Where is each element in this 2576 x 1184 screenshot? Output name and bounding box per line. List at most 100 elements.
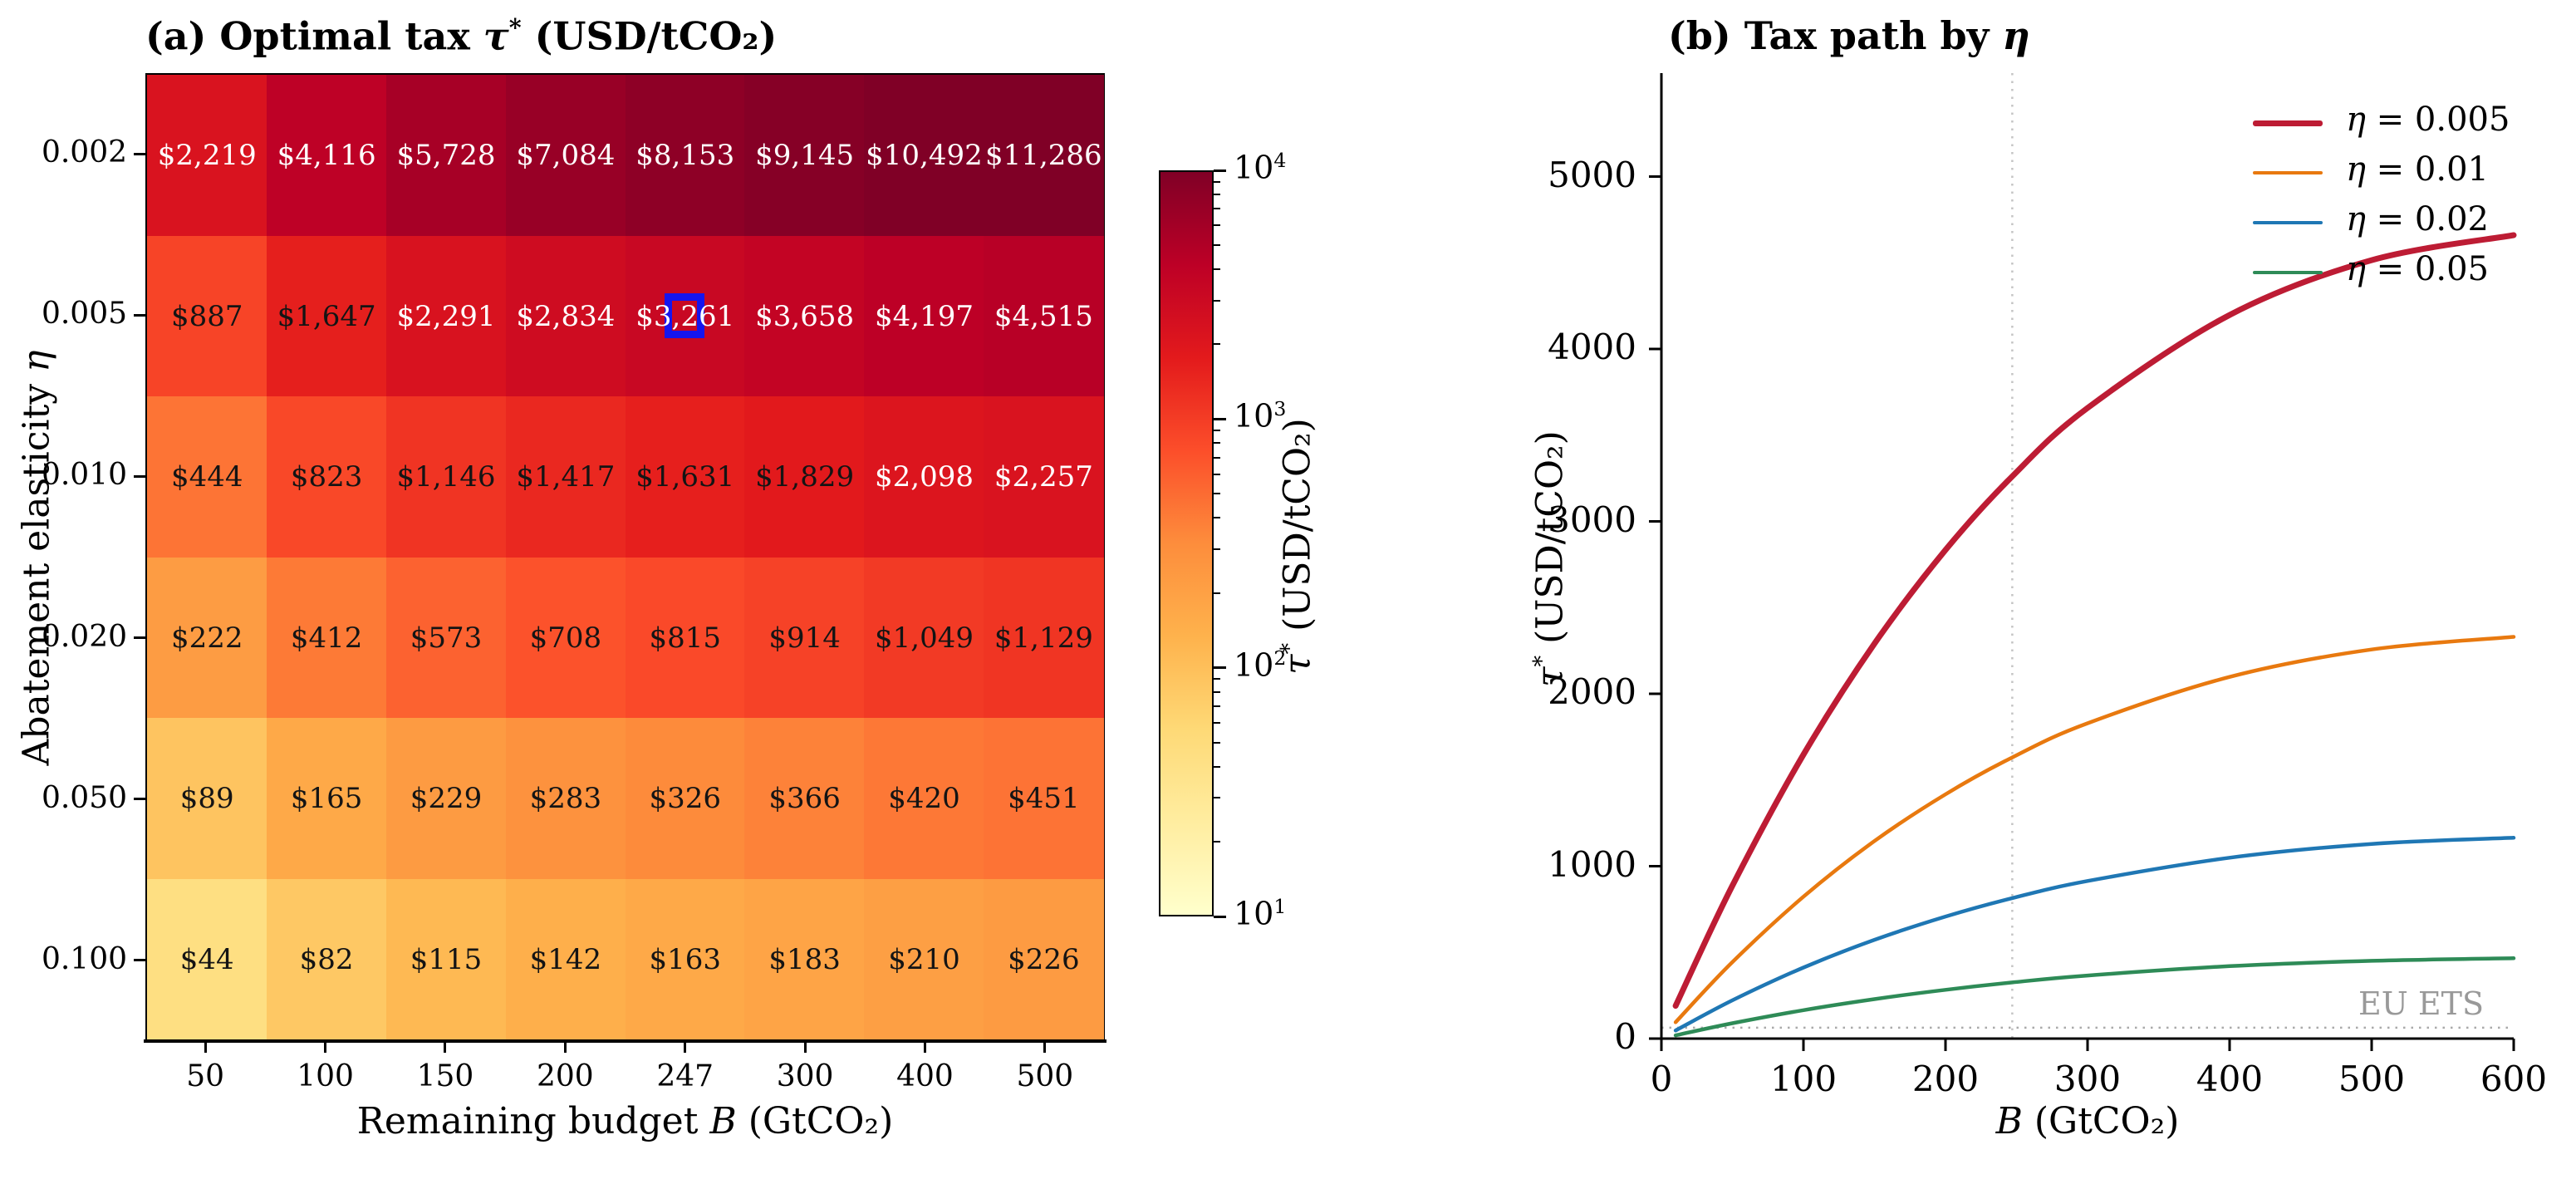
heatmap-cell-value: $8,153 — [635, 139, 735, 173]
heatmap-cell-value: $708 — [529, 621, 602, 655]
heatmap-cell: $1,129 — [984, 557, 1104, 719]
heatmap-cell: $142 — [505, 878, 626, 1040]
heatmap-cell: $222 — [147, 557, 267, 719]
heatmap-cell: $573 — [385, 557, 507, 719]
y-tick-mark — [134, 636, 145, 640]
heatmap-cell: $4,116 — [266, 75, 387, 237]
y-tick-label: 0 — [1614, 1016, 1636, 1057]
colorbar-minor-tick — [1214, 343, 1220, 346]
x-tick-label: 200 — [536, 1059, 594, 1093]
heatmap: $2,219 $4,116 $5,728 $7,084 $8,153 $9,145 $10,… — [145, 73, 1105, 1041]
y-tick-label: 0.050 — [41, 780, 127, 815]
colorbar-tick-label: 104 — [1234, 149, 1287, 186]
heatmap-cell: $11,286 — [984, 75, 1104, 237]
heatmap-cell-value: $2,219 — [157, 139, 257, 173]
panel-a-title: (a) Optimal tax τ* (USD/tCO₂) — [145, 13, 778, 59]
heatmap-cell: $412 — [266, 557, 387, 719]
heatmap-cell-value: $4,515 — [994, 299, 1093, 333]
heatmap-cell-value: $1,146 — [396, 460, 496, 494]
heatmap-cell-value: $914 — [768, 621, 841, 655]
heatmap-cell-value: $4,197 — [875, 299, 974, 333]
heatmap-cell: $887 — [147, 235, 267, 397]
x-tick-mark — [563, 1041, 567, 1053]
series-line-1 — [1673, 635, 2516, 1024]
legend-swatch — [2253, 270, 2323, 275]
heatmap-cell-value: $2,834 — [516, 299, 616, 333]
heatmap-cell: $1,631 — [625, 396, 745, 558]
y-tick-label: 0.005 — [41, 297, 127, 332]
legend-swatch — [2253, 170, 2323, 175]
colorbar-tick-label: 102 — [1234, 646, 1287, 684]
x-tick-label: 500 — [2338, 1059, 2406, 1099]
heatmap-cell: $115 — [385, 878, 507, 1040]
heatmap-cell: $326 — [625, 718, 745, 880]
heatmap-cell: $914 — [744, 557, 865, 719]
colorbar-minor-tick — [1214, 765, 1220, 768]
x-tick-mark — [1043, 1041, 1047, 1053]
y-tick-label: 4000 — [1548, 327, 1636, 367]
x-tick-mark — [803, 1041, 807, 1053]
x-tick-label: 500 — [1016, 1059, 1074, 1093]
colorbar-tick-label: 103 — [1234, 397, 1287, 435]
y-tick-label: 0.020 — [41, 619, 127, 654]
y-tick-mark — [134, 959, 145, 962]
heatmap-cell-value: $1,049 — [875, 621, 974, 655]
heatmap-cell-value: $9,145 — [755, 139, 855, 173]
y-tick-label: 0.100 — [41, 941, 127, 976]
heatmap-cell-value: $2,257 — [994, 460, 1093, 494]
colorbar-minor-tick — [1214, 224, 1220, 227]
colorbar-minor-tick — [1214, 442, 1220, 445]
x-tick-label: 400 — [896, 1059, 954, 1093]
x-tick-label: 100 — [1769, 1059, 1838, 1099]
y-tick-label: 0.002 — [41, 135, 127, 170]
y-tick-mark — [134, 152, 145, 155]
heatmap-cell-value: $451 — [1008, 782, 1080, 816]
heatmap-cell: $165 — [266, 718, 387, 880]
heatmap-cell: $366 — [744, 718, 865, 880]
legend-item-label: η = 0.05 — [2346, 250, 2489, 288]
heatmap-cell-value: $2,098 — [875, 460, 974, 494]
colorbar-minor-tick — [1214, 244, 1220, 247]
heatmap-cell: $9,145 — [744, 75, 865, 237]
heatmap-cell: $815 — [625, 557, 745, 719]
heatmap-cell: $183 — [744, 878, 865, 1040]
y-tick-mark — [134, 474, 145, 478]
x-tick-label: 247 — [656, 1059, 714, 1093]
heatmap-cell: $7,084 — [505, 75, 626, 237]
heatmap-cell-value: $1,417 — [516, 460, 616, 494]
colorbar-major-tick — [1214, 666, 1226, 670]
heatmap-cell: $283 — [505, 718, 626, 880]
heatmap-cell: $1,829 — [744, 396, 865, 558]
heatmap-cell: $1,417 — [505, 396, 626, 558]
heatmap-cell-value: $183 — [768, 942, 841, 976]
colorbar-major-tick — [1214, 915, 1226, 918]
heatmap-bottom-spine — [144, 1039, 1106, 1043]
colorbar-minor-tick — [1214, 268, 1220, 271]
heatmap-cell: $4,197 — [864, 235, 984, 397]
heatmap-cell-value: $115 — [410, 942, 483, 976]
heatmap-cell: $451 — [984, 718, 1104, 880]
heatmap-cell-value: $412 — [290, 621, 363, 655]
x-tick-label: 100 — [297, 1059, 354, 1093]
heatmap-cell-value: $11,286 — [985, 139, 1102, 173]
heatmap-cell: $2,219 — [147, 75, 267, 237]
heatmap-cell-value: $887 — [170, 299, 243, 333]
heatmap-cell: $210 — [864, 878, 984, 1040]
colorbar-minor-tick — [1214, 797, 1220, 799]
x-tick-mark — [923, 1041, 926, 1053]
heatmap-cell: $44 — [147, 878, 267, 1040]
heatmap-cell-value: $366 — [768, 782, 841, 816]
colorbar-minor-tick — [1214, 473, 1220, 475]
heatmap-cell: $444 — [147, 396, 267, 558]
x-tick-label: 50 — [186, 1059, 225, 1093]
panel-b-xlabel: B (GtCO₂) — [1995, 1100, 2180, 1142]
heatmap-cell: $8,153 — [625, 75, 745, 237]
x-tick-mark — [444, 1041, 447, 1053]
colorbar-minor-tick — [1214, 592, 1220, 594]
x-tick-label: 400 — [2196, 1059, 2264, 1099]
heatmap-cell-value: $10,492 — [866, 139, 983, 173]
heatmap-cell: $420 — [864, 718, 984, 880]
heatmap-cell-value: $226 — [1008, 942, 1080, 976]
colorbar-minor-tick — [1214, 456, 1220, 459]
